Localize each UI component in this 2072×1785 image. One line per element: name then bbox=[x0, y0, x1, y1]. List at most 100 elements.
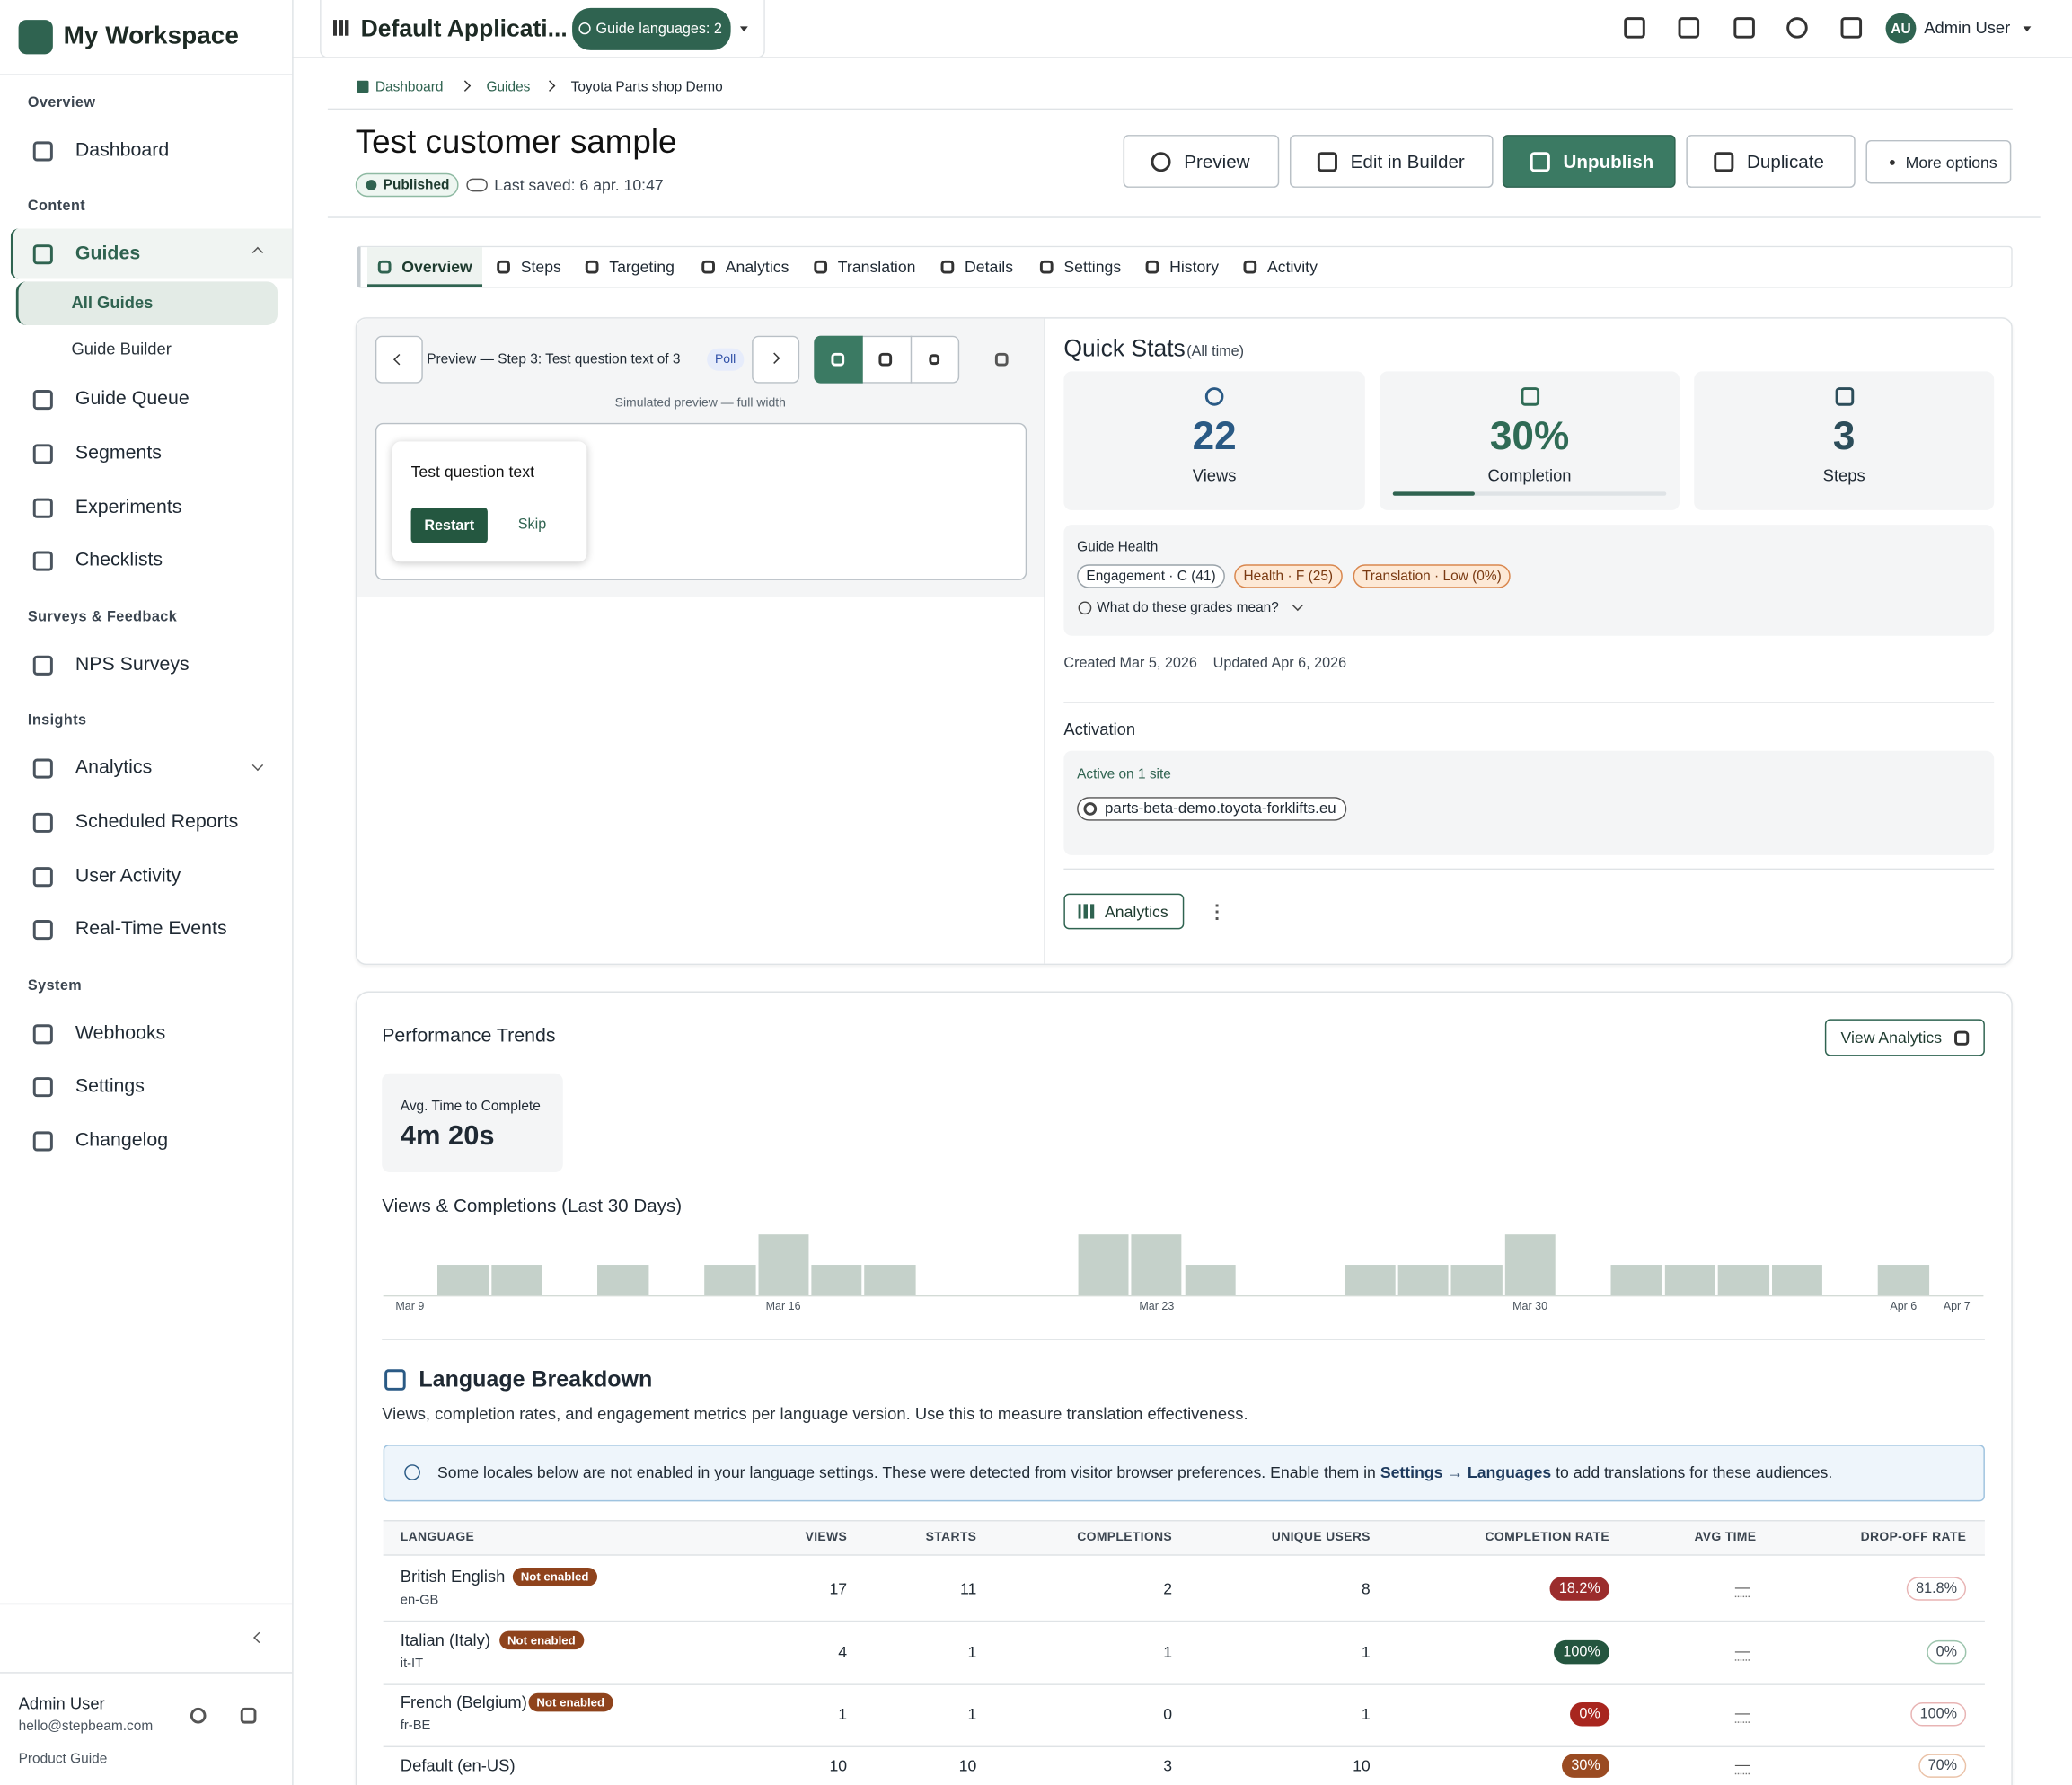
nav-item[interactable]: Segments bbox=[75, 442, 162, 464]
bar bbox=[597, 1265, 649, 1295]
user-menu[interactable]: Admin User bbox=[1924, 18, 2011, 38]
table-number: 4 bbox=[838, 1642, 848, 1662]
x-tick-label: Apr 7 bbox=[1943, 1299, 1971, 1313]
table-number: 1 bbox=[838, 1704, 848, 1724]
nav-item[interactable]: Checklists bbox=[75, 550, 163, 571]
crumb-icon bbox=[357, 80, 369, 93]
caret bbox=[2023, 26, 2032, 32]
nav-item[interactable]: Analytics bbox=[75, 757, 153, 779]
action-label: Preview bbox=[1184, 150, 1250, 172]
action-button[interactable] bbox=[1289, 135, 1494, 188]
action-label: Duplicate bbox=[1747, 150, 1824, 172]
table-number: 3 bbox=[1163, 1756, 1173, 1775]
nav-item[interactable]: Experiments bbox=[75, 497, 182, 518]
footer-link[interactable]: Product Guide bbox=[18, 1751, 108, 1768]
bar bbox=[1611, 1265, 1662, 1295]
tab[interactable]: Analytics bbox=[725, 257, 789, 277]
nav-item[interactable]: Changelog bbox=[75, 1129, 169, 1152]
icon bbox=[1834, 387, 1854, 406]
icon bbox=[878, 352, 893, 367]
nav-item[interactable]: User Activity bbox=[75, 865, 181, 888]
icon bbox=[1204, 387, 1224, 406]
breadcrumb-item[interactable]: Dashboard bbox=[375, 79, 444, 95]
tab[interactable]: Overview bbox=[401, 257, 472, 277]
tab[interactable]: Activity bbox=[1266, 257, 1318, 277]
icon bbox=[585, 260, 599, 274]
nav-item[interactable]: Dashboard bbox=[75, 139, 170, 162]
quick-stats-period: (All time) bbox=[1186, 343, 1245, 360]
caret bbox=[739, 26, 748, 32]
action-button[interactable] bbox=[1123, 135, 1280, 188]
icon bbox=[1714, 151, 1734, 172]
nav-item[interactable]: NPS Surveys bbox=[75, 654, 190, 676]
analytics-button[interactable] bbox=[1063, 893, 1185, 930]
stat-value: 30% bbox=[1489, 414, 1570, 459]
bar bbox=[1504, 1234, 1556, 1295]
action-label: Unpublish bbox=[1563, 150, 1654, 172]
performance-title: Performance Trends bbox=[382, 1025, 556, 1047]
skip-button[interactable]: Skip bbox=[517, 517, 547, 533]
nav-button[interactable] bbox=[752, 335, 800, 384]
language-pill[interactable]: Guide languages: 2 bbox=[572, 7, 732, 50]
x-tick-label: Mar 30 bbox=[1512, 1299, 1548, 1313]
nav-item[interactable]: Real-Time Events bbox=[75, 918, 227, 941]
tab[interactable]: Settings bbox=[1063, 257, 1122, 277]
chart-title: Views & Completions (Last 30 Days) bbox=[382, 1195, 683, 1216]
icon bbox=[32, 550, 53, 570]
nav-item[interactable]: Settings bbox=[75, 1075, 145, 1098]
site-chip: parts-beta-demo.toyota-forklifts.eu bbox=[1077, 797, 1347, 821]
table-number: 1 bbox=[967, 1704, 977, 1724]
grades-help[interactable]: What do these grades mean? bbox=[1097, 599, 1279, 616]
tab[interactable]: Details bbox=[965, 257, 1014, 277]
notice-link[interactable]: Settings → Languages bbox=[1380, 1462, 1552, 1482]
not-enabled-badge: Not enabled bbox=[512, 1567, 597, 1586]
created-date: Created Mar 5, 2026 bbox=[1063, 655, 1197, 672]
nav-item[interactable]: Webhooks bbox=[75, 1022, 166, 1045]
nav-item[interactable]: Guide Queue bbox=[75, 388, 190, 411]
icon bbox=[1889, 159, 1895, 165]
question-text: Test question text bbox=[410, 462, 534, 482]
nav-item[interactable]: Guides bbox=[75, 243, 141, 265]
nav-section-title: Insights bbox=[27, 712, 87, 729]
nav-button[interactable] bbox=[375, 335, 423, 384]
icon bbox=[497, 260, 510, 274]
nav-item[interactable]: Scheduled Reports bbox=[75, 811, 239, 833]
restart-button[interactable] bbox=[410, 507, 488, 543]
icon bbox=[32, 1130, 53, 1151]
bar bbox=[811, 1265, 862, 1295]
view-analytics-button[interactable] bbox=[1824, 1019, 1985, 1056]
language-description: Views, completion rates, and engagement … bbox=[382, 1404, 1248, 1424]
completion-rate-pill: 18.2% bbox=[1549, 1577, 1610, 1601]
tab-bar bbox=[357, 245, 2013, 288]
tab[interactable]: Translation bbox=[837, 257, 916, 277]
table-number: 10 bbox=[1353, 1756, 1371, 1775]
icon bbox=[32, 812, 53, 833]
tab[interactable]: Steps bbox=[520, 257, 561, 277]
breadcrumb-item[interactable]: Guides bbox=[486, 79, 531, 95]
tab[interactable]: History bbox=[1169, 257, 1220, 277]
completion-rate-pill: 30% bbox=[1562, 1754, 1610, 1778]
notice-before: Some locales below are not enabled in yo… bbox=[437, 1462, 1376, 1482]
table-number: 1 bbox=[1163, 1642, 1173, 1662]
column-header: VIEWS bbox=[805, 1530, 848, 1545]
language-name: Default (en-US) bbox=[400, 1756, 516, 1775]
icon bbox=[1151, 151, 1171, 172]
language-name: Italian (Italy) bbox=[400, 1630, 490, 1650]
nav-section-title: Content bbox=[27, 198, 86, 215]
action-label: Edit in Builder bbox=[1350, 150, 1465, 172]
avatar[interactable]: AU bbox=[1891, 21, 1911, 38]
dropoff-pill: 100% bbox=[1910, 1702, 1967, 1727]
bar bbox=[1878, 1265, 1929, 1295]
avg-value: 4m 20s bbox=[400, 1120, 495, 1152]
more-dots[interactable] bbox=[1215, 904, 1219, 921]
language-code: en-GB bbox=[400, 1593, 439, 1608]
nav-subitem[interactable]: All Guides bbox=[71, 293, 154, 313]
progress-fill bbox=[1392, 491, 1476, 496]
app-name[interactable]: Default Applicati... bbox=[360, 14, 568, 42]
tab[interactable]: Targeting bbox=[609, 257, 675, 277]
icon bbox=[701, 260, 715, 274]
icon bbox=[1530, 151, 1550, 172]
icon bbox=[32, 1023, 53, 1044]
completion-rate-pill: 0% bbox=[1570, 1702, 1610, 1727]
nav-subitem[interactable]: Guide Builder bbox=[71, 340, 172, 358]
